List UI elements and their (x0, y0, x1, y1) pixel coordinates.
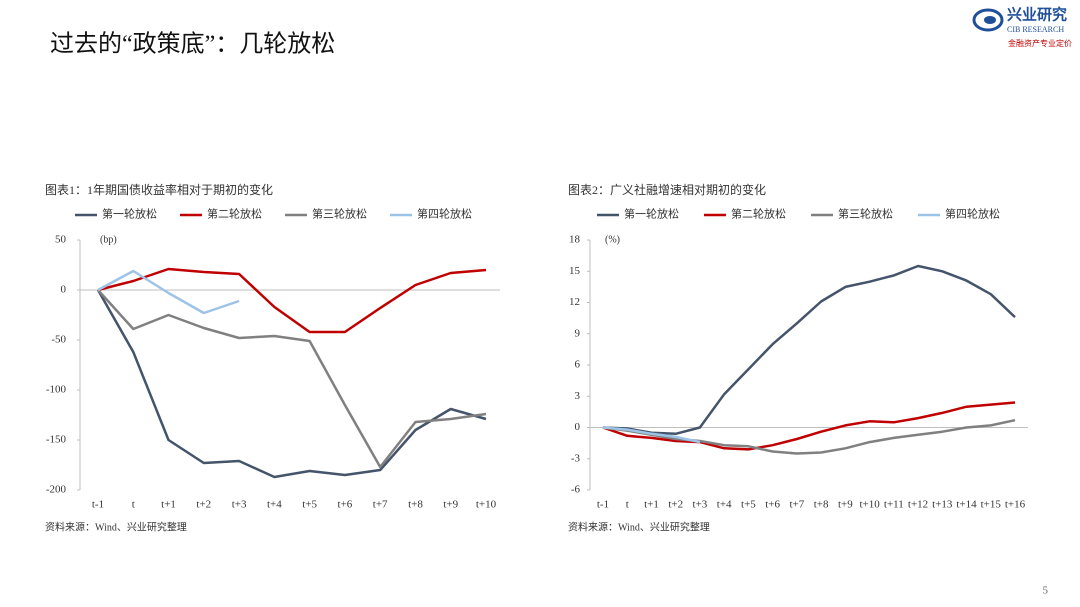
series-line (602, 418, 1016, 455)
series-line (602, 401, 1016, 451)
y-tick-label: 18 (569, 234, 581, 246)
x-tick-label: t+2 (668, 499, 683, 511)
legend-label: 第一轮放松 (102, 207, 157, 221)
legend-label: 第四轮放松 (945, 207, 1000, 221)
x-tick-label: t+8 (814, 499, 829, 511)
y-tick-label: 0 (61, 284, 67, 296)
x-tick-label: t+10 (476, 499, 497, 511)
series-line (97, 267, 487, 334)
x-tick-label: t+8 (408, 499, 423, 511)
x-tick-label: t+1 (161, 499, 176, 511)
x-tick-label: t+6 (765, 499, 780, 511)
y-tick-label: 50 (55, 234, 67, 246)
y-tick-label: -50 (51, 334, 66, 346)
logo-name: 兴业研究 (1007, 5, 1067, 23)
x-tick-label: t+2 (196, 499, 211, 511)
logo-en: CIB RESEARCH (1007, 25, 1064, 34)
x-tick-label: t+9 (443, 499, 458, 511)
y-tick-label: 9 (575, 327, 581, 339)
page-number: 5 (1043, 585, 1049, 597)
x-tick-label: t (132, 499, 135, 511)
legend-label: 第二轮放松 (731, 207, 786, 221)
x-tick-label: t+3 (232, 499, 247, 511)
x-tick-label: t-1 (92, 499, 104, 511)
y-unit: (%) (605, 234, 620, 245)
series-line (96, 289, 487, 479)
legend-label: 第二轮放松 (207, 207, 262, 221)
x-tick-label: t+14 (956, 499, 977, 511)
x-tick-label: t+5 (741, 499, 756, 511)
y-tick-label: 3 (575, 390, 581, 402)
y-tick-label: -100 (46, 384, 67, 396)
source-note: 资料来源：Wind、兴业研究整理 (568, 520, 710, 533)
slide-title: 过去的“政策底”：几轮放松 (50, 31, 335, 58)
series-line (602, 264, 1016, 436)
series-line (97, 289, 487, 469)
chart-title: 图表1：1年期国债收益率相对于期初的变化 (45, 182, 273, 197)
y-tick-label: -6 (571, 484, 581, 496)
logo-icon (972, 8, 1004, 32)
source-note: 资料来源：Wind、兴业研究整理 (45, 520, 187, 533)
x-tick-label: t+10 (859, 499, 880, 511)
x-tick-label: t+13 (932, 499, 953, 511)
logo: 兴业研究 CIB RESEARCH 金融资产专业定价 (972, 5, 1072, 48)
logo-icon-core (984, 16, 996, 24)
legend-label: 第三轮放松 (312, 207, 367, 221)
logo-tagline: 金融资产专业定价 (1008, 38, 1072, 48)
x-tick-label: t+7 (789, 499, 804, 511)
legend-label: 第三轮放松 (838, 207, 893, 221)
x-tick-label: t+11 (884, 499, 904, 511)
x-tick-label: t+12 (908, 499, 928, 511)
y-tick-label: -150 (46, 434, 67, 446)
series-line (97, 269, 240, 315)
legend-label: 第一轮放松 (624, 207, 679, 221)
x-tick-label: t+3 (693, 499, 708, 511)
x-tick-label: t+15 (981, 499, 1002, 511)
x-tick-label: t-1 (597, 499, 609, 511)
x-tick-label: t+9 (838, 499, 853, 511)
y-tick-label: -200 (46, 484, 67, 496)
legend-label: 第四轮放松 (417, 207, 472, 221)
y-tick-label: 6 (575, 359, 581, 371)
series-line (602, 426, 701, 444)
x-tick-label: t (626, 499, 629, 511)
x-tick-label: t+7 (373, 499, 388, 511)
chart-title: 图表2：广义社融增速相对期初的变化 (568, 182, 766, 197)
x-tick-label: t+16 (1005, 499, 1026, 511)
y-tick-label: -3 (571, 452, 581, 464)
y-tick-label: 15 (569, 265, 581, 277)
y-tick-label: 12 (569, 296, 580, 308)
x-tick-label: t+5 (302, 499, 317, 511)
y-unit: (bp) (100, 234, 117, 245)
x-tick-label: t+1 (644, 499, 659, 511)
x-tick-label: t+4 (267, 499, 282, 511)
x-tick-label: t+4 (717, 499, 732, 511)
y-tick-label: 0 (575, 421, 581, 433)
x-tick-label: t+6 (338, 499, 353, 511)
